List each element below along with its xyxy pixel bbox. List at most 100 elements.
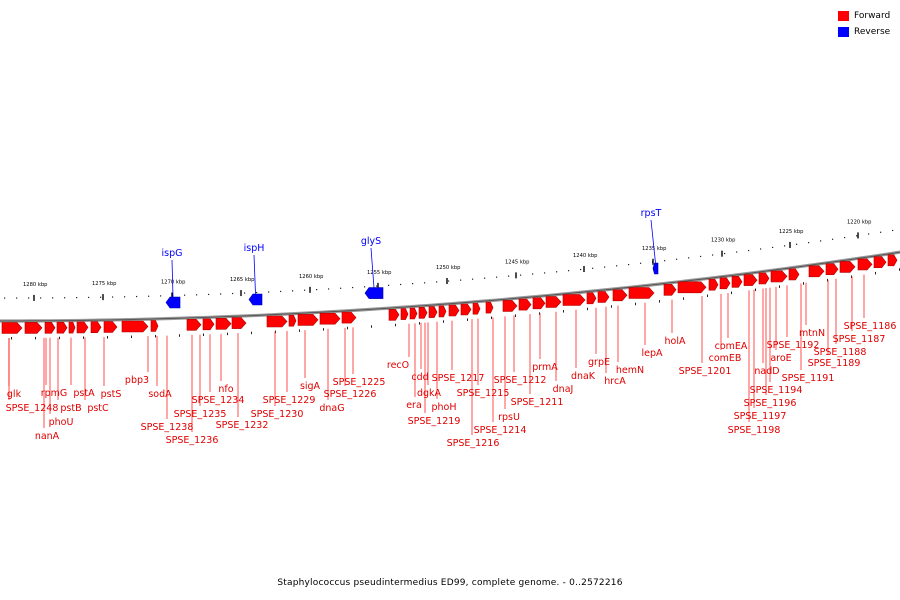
gene-label-spse-1196: SPSE_1196 bbox=[744, 398, 797, 409]
ruler-minor-tick bbox=[724, 252, 726, 255]
gene-label-spse-1226: SPSE_1226 bbox=[324, 389, 377, 400]
forward-gene-arrow bbox=[663, 283, 677, 296]
gene-label-reco: recO bbox=[387, 360, 409, 371]
forward-gene-arrow bbox=[186, 318, 202, 331]
ruler-minor-tick bbox=[484, 277, 486, 279]
forward-gene-arrow bbox=[485, 301, 494, 314]
ruler-minor-tick bbox=[592, 267, 594, 269]
ruler-tick-label: 1260 kbp bbox=[299, 274, 324, 280]
ruler-minor-tick bbox=[112, 296, 114, 298]
ruler-minor-tick bbox=[40, 297, 42, 299]
gene-label-layer: glk SPSE_1248 rpmG nanA phoU pstB pstA pstC pstS… bbox=[6, 274, 896, 449]
gene-label-pstb: pstB bbox=[60, 403, 81, 414]
forward-gene-arrow bbox=[1, 322, 23, 334]
gene-label-lepa: lepA bbox=[641, 348, 663, 359]
ruler-minor-tick bbox=[412, 283, 414, 285]
forward-gene-arrow bbox=[677, 281, 707, 294]
gene-label-hola: holA bbox=[665, 336, 686, 347]
forward-gene-arrow bbox=[532, 297, 546, 310]
gene-label-nadd: nadD bbox=[754, 366, 779, 377]
ruler-tick-label: 1245 kbp bbox=[505, 259, 530, 265]
forward-gene-arrow bbox=[825, 263, 839, 276]
gene-label-rpsu: rpsU bbox=[498, 412, 520, 423]
forward-gene-arrow bbox=[103, 321, 118, 333]
ruler-minor-tick bbox=[700, 255, 702, 258]
ruler-minor-tick bbox=[844, 236, 846, 239]
ruler-minor-tick bbox=[4, 297, 6, 299]
ruler-minor-tick bbox=[292, 290, 294, 292]
gene-label-cdd: cdd bbox=[411, 372, 428, 383]
ruler-minor-tick bbox=[736, 251, 738, 253]
track-tick bbox=[251, 331, 252, 335]
gene-label-spse-1234: SPSE_1234 bbox=[192, 395, 245, 406]
track-tick bbox=[179, 334, 180, 337]
forward-gene-arrow bbox=[788, 268, 800, 281]
ruler-minor-tick bbox=[556, 271, 558, 273]
ruler-minor-tick bbox=[892, 229, 894, 232]
ruler-minor-tick bbox=[268, 291, 270, 293]
forward-gene-arrow bbox=[731, 275, 743, 288]
forward-gene-arrow bbox=[44, 321, 56, 334]
gene-label-aroe: aroE bbox=[770, 353, 791, 364]
ruler-tick-label: 1250 kbp bbox=[436, 265, 461, 271]
ruler-minor-tick bbox=[220, 293, 222, 295]
forward-gene-arrow bbox=[76, 321, 89, 334]
reverse-gene-leader bbox=[650, 219, 656, 264]
forward-gene-arrow bbox=[545, 296, 562, 308]
ruler-minor-tick bbox=[208, 293, 210, 296]
legend: Forward Reverse bbox=[838, 8, 890, 40]
ruler-minor-tick bbox=[796, 243, 798, 245]
gene-label-hemn: hemN bbox=[616, 365, 644, 376]
ruler-minor-tick bbox=[244, 292, 246, 294]
forward-gene-arrow bbox=[388, 308, 400, 321]
gene-label-spse-1201: SPSE_1201 bbox=[679, 366, 732, 377]
ruler-minor-tick bbox=[328, 288, 330, 290]
reverse-gene-isph bbox=[248, 293, 263, 306]
gene-label-spse-1191: SPSE_1191 bbox=[782, 373, 835, 384]
gene-label-spse-1235: SPSE_1235 bbox=[174, 409, 227, 420]
ruler-minor-tick bbox=[784, 245, 786, 247]
forward-gene-arrow bbox=[266, 315, 288, 328]
gene-label-spse-1214: SPSE_1214 bbox=[474, 425, 527, 436]
ruler-minor-tick bbox=[832, 238, 834, 240]
ruler-minor-tick bbox=[364, 286, 366, 288]
ruler-minor-tick bbox=[460, 279, 462, 281]
gene-label-comea: comEA bbox=[715, 341, 748, 352]
gene-label-spse-1192: SPSE_1192 bbox=[767, 340, 820, 351]
track-tick bbox=[131, 335, 132, 339]
forward-gene-arrow bbox=[215, 317, 232, 330]
forward-gene-arrow bbox=[409, 307, 418, 320]
forward-gene-arrow bbox=[68, 321, 76, 334]
track-tick bbox=[515, 314, 516, 317]
gene-label-dnaj: dnaJ bbox=[553, 384, 574, 395]
gene-label-pstc: pstC bbox=[87, 403, 109, 414]
track-tick bbox=[299, 329, 300, 332]
forward-gene-arrow bbox=[808, 265, 825, 278]
track-tick bbox=[779, 285, 780, 288]
ruler-tick-label: 1225 kbp bbox=[779, 229, 804, 235]
forward-gene-arrow bbox=[24, 322, 43, 334]
track-tick bbox=[275, 330, 276, 334]
ruler-minor-tick bbox=[124, 296, 126, 298]
gene-label-spse-1211: SPSE_1211 bbox=[511, 397, 564, 408]
forward-gene-arrow bbox=[873, 256, 887, 269]
reverse-gene-leader bbox=[370, 247, 375, 288]
ruler-minor-tick bbox=[160, 295, 162, 297]
reverse-gene-glys bbox=[364, 287, 384, 299]
forward-gene-arrow bbox=[428, 306, 438, 318]
gene-label-pbp3: pbp3 bbox=[125, 375, 149, 386]
ruler-minor-tick bbox=[748, 249, 750, 252]
ruler-minor-tick bbox=[376, 285, 378, 287]
ruler-minor-tick bbox=[760, 248, 762, 250]
gene-label-rpmg: rpmG bbox=[41, 388, 68, 399]
ruler-tick-label: 1270 kbp bbox=[161, 279, 186, 285]
ruler-minor-tick bbox=[64, 297, 66, 299]
gene-label-spse-1187: SPSE_1187 bbox=[833, 334, 886, 345]
gene-label-spse-1238: SPSE_1238 bbox=[141, 422, 194, 433]
gene-label-dnak: dnaK bbox=[571, 371, 596, 382]
track-tick bbox=[35, 336, 36, 340]
ruler-minor-tick bbox=[868, 233, 870, 235]
forward-gene-arrow bbox=[438, 305, 447, 318]
forward-gene-arrow bbox=[562, 294, 586, 306]
